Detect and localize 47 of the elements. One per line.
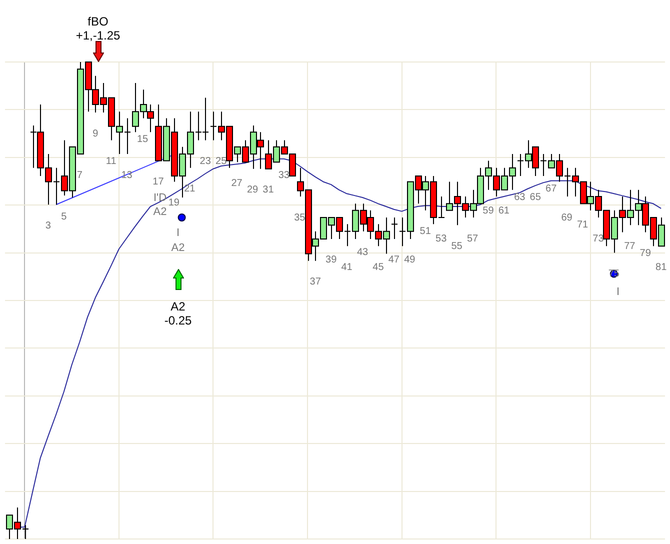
x-tick-label: 81 [656, 262, 668, 273]
annotation: I'D [153, 192, 167, 204]
x-tick-label: 3 [45, 220, 52, 232]
x-tick-label: 21 [184, 184, 196, 195]
x-tick-label: 17 [152, 176, 164, 188]
x-tick-label: 33 [278, 170, 290, 181]
x-tick-label: 77 [624, 240, 636, 252]
annotation: I [176, 227, 180, 240]
x-tick-label: 43 [356, 247, 368, 258]
x-tick-label: 19 [168, 197, 180, 208]
x-tick-label: 65 [530, 192, 542, 203]
x-tick-label: 71 [576, 219, 588, 230]
x-tick-label: 79 [640, 248, 652, 260]
annotation: A2 [171, 242, 185, 254]
x-tick-label: 35 [294, 212, 306, 224]
x-tick-label: 5 [61, 211, 68, 222]
annotation: A2 [153, 206, 167, 218]
x-tick-label: 67 [546, 184, 558, 195]
annotation: A2 -0.25 [164, 299, 192, 328]
x-tick-label: 27 [231, 178, 243, 189]
x-tick-label: 31 [262, 184, 274, 196]
x-tick-label: 39 [326, 254, 338, 266]
x-tick-label: 41 [341, 262, 353, 273]
text: fBO +1,-1.25 [76, 14, 121, 42]
x-tick-label: 63 [514, 192, 526, 203]
x-tick-label: 59 [482, 206, 494, 217]
x-tick-label: 51 [420, 226, 432, 238]
x-tick-label: 37 [310, 276, 322, 288]
x-tick-label: 7 [76, 170, 83, 181]
x-tick-label: 61 [498, 206, 510, 217]
x-tick-label: 55 [451, 240, 463, 252]
x-tick-label: 47 [388, 254, 400, 266]
x-tick-label: 9 [92, 128, 99, 140]
x-tick-label: 53 [436, 233, 448, 244]
x-tick-label: 73 [592, 233, 604, 244]
x-tick-label: 75 [608, 268, 620, 280]
candlestick [391, 217, 398, 240]
x-tick-label: 69 [561, 212, 573, 224]
x-tick-label: 29 [246, 184, 258, 196]
x-tick-label: 25 [216, 156, 228, 167]
x-tick-label: 45 [372, 262, 384, 273]
annotation: I [616, 286, 620, 298]
x-tick-label: 57 [466, 233, 478, 244]
x-tick-label: 23 [200, 156, 212, 167]
x-tick-label: 11 [106, 156, 117, 167]
x-tick-label: 49 [404, 254, 416, 266]
x-tick-label: 15 [136, 134, 148, 146]
